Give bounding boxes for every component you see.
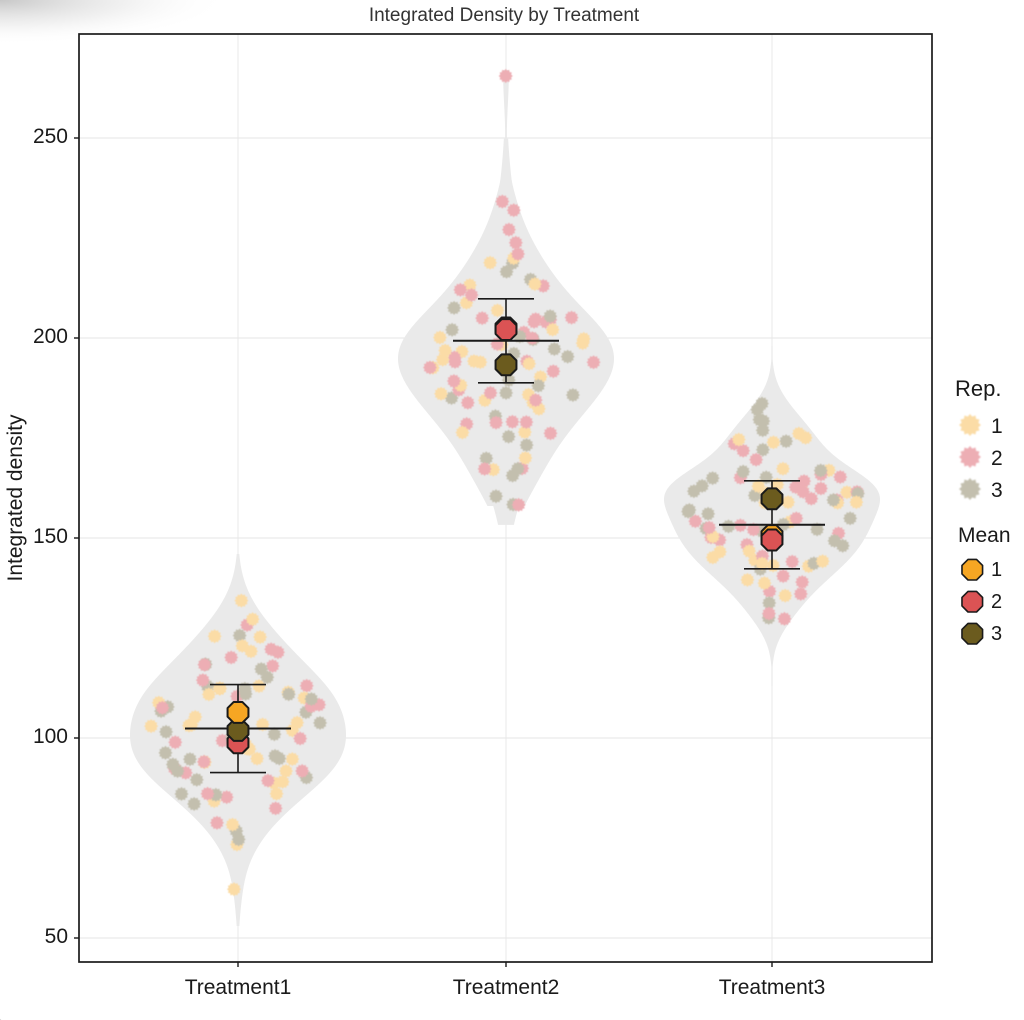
svg-text:Integrated Density by Treatmen: Integrated Density by Treatment: [369, 5, 640, 26]
svg-text:150: 150: [33, 525, 68, 548]
svg-text:Treatment1: Treatment1: [185, 976, 292, 999]
svg-text:200: 200: [33, 325, 68, 348]
svg-text:2: 2: [991, 591, 1002, 613]
svg-text:Integrated density: Integrated density: [4, 414, 27, 581]
svg-text:1: 1: [991, 415, 1003, 438]
svg-text:100: 100: [33, 725, 68, 748]
svg-text:2: 2: [991, 447, 1003, 470]
svg-text:50: 50: [45, 925, 68, 948]
svg-text:3: 3: [991, 479, 1003, 502]
svg-text:Mean: Mean: [958, 524, 1011, 547]
svg-text:1: 1: [991, 559, 1002, 581]
svg-text:250: 250: [33, 125, 68, 148]
svg-text:Treatment3: Treatment3: [719, 976, 826, 999]
svg-text:Rep.: Rep.: [955, 376, 1001, 401]
svg-text:Treatment2: Treatment2: [453, 976, 560, 999]
svg-text:3: 3: [991, 623, 1002, 645]
